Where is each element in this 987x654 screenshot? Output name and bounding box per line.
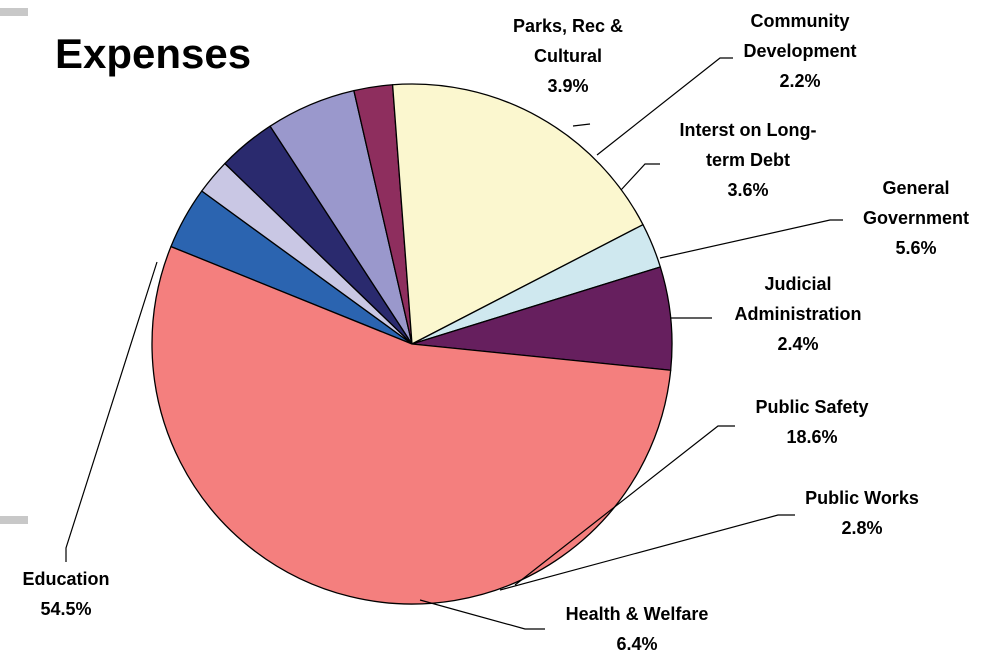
leader-line-general-government (659, 219, 843, 259)
slice-percent-judicial-administration: 2.4% (777, 334, 818, 354)
leader-line-public-safety (514, 425, 735, 586)
leader-line-interst-on-long-term-debt (620, 163, 660, 191)
slice-name-education: Education (22, 569, 109, 589)
leader-line-health-welfare (419, 599, 545, 630)
pie-slice-education (151, 245, 672, 605)
slice-name-public-safety: Public Safety (755, 397, 868, 417)
slice-label-interst-on-long-term-debt: Interst on Long-term Debt 3.6% (680, 120, 817, 200)
slice-name-judicial-administration: Administration (734, 304, 861, 324)
slice-name-general-government: General (882, 178, 949, 198)
left-edge-marker-top (0, 8, 28, 16)
slice-label-community-development: Community Development 2.2% (743, 11, 856, 91)
slice-percent-community-development: 2.2% (779, 71, 820, 91)
chart-title: Expenses (55, 30, 251, 77)
slice-name-general-government: Government (863, 208, 969, 228)
slice-label-general-government: General Government 5.6% (863, 178, 969, 258)
slice-label-health-welfare: Health & Welfare 6.4% (566, 604, 709, 654)
slice-percent-education: 54.5% (40, 599, 91, 619)
leader-line-community-development (596, 57, 733, 156)
left-edge-marker-bottom (0, 516, 28, 524)
leader-lines (65, 57, 843, 630)
slice-percent-health-welfare: 6.4% (616, 634, 657, 654)
slice-name-public-works: Public Works (805, 488, 919, 508)
slice-label-public-safety: Public Safety 18.6% (755, 397, 868, 447)
leader-line-public-works (499, 514, 795, 591)
pie-slice-public-safety (391, 83, 644, 345)
pie-slices (151, 83, 673, 605)
slice-percent-parks-rec-cultural: 3.9% (547, 76, 588, 96)
slice-name-interst-on-long-term-debt: term Debt (706, 150, 790, 170)
slice-label-parks-rec-cultural: Parks, Rec & Cultural 3.9% (513, 16, 623, 96)
slice-percent-interst-on-long-term-debt: 3.6% (727, 180, 768, 200)
leader-line-parks-rec-cultural (572, 123, 591, 127)
slice-name-interst-on-long-term-debt: Interst on Long- (680, 120, 817, 140)
slice-label-public-works: Public Works 2.8% (805, 488, 919, 538)
slice-percent-public-safety: 18.6% (786, 427, 837, 447)
slice-name-health-welfare: Health & Welfare (566, 604, 709, 624)
slice-label-education: Education 54.5% (22, 569, 109, 619)
slice-percent-general-government: 5.6% (895, 238, 936, 258)
slice-name-community-development: Community (751, 11, 850, 31)
slice-name-community-development: Development (743, 41, 856, 61)
slice-name-parks-rec-cultural: Cultural (534, 46, 602, 66)
leader-line-education (65, 261, 158, 562)
slice-labels: Parks, Rec & Cultural 3.9% Community Develop… (22, 11, 969, 654)
slice-name-parks-rec-cultural: Parks, Rec & (513, 16, 623, 36)
slice-name-judicial-administration: Judicial (764, 274, 831, 294)
slice-label-judicial-administration: Judicial Administration 2.4% (734, 274, 861, 354)
slice-percent-public-works: 2.8% (841, 518, 882, 538)
